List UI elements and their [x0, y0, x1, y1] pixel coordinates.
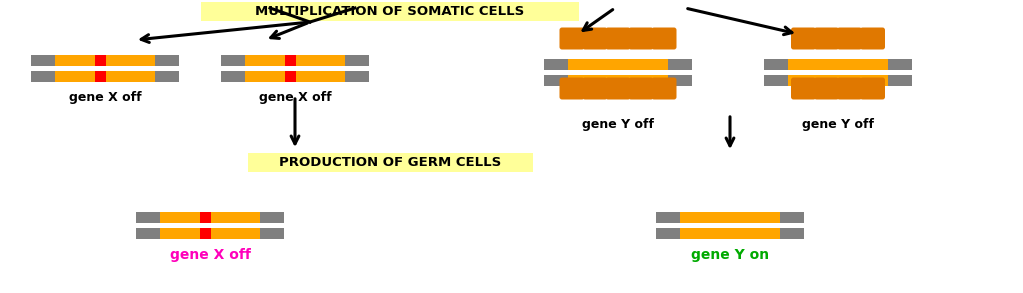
Text: gene X off: gene X off	[69, 91, 141, 104]
Bar	[680, 227, 780, 239]
Bar	[780, 212, 804, 222]
Bar	[136, 227, 161, 239]
Bar	[212, 212, 260, 222]
FancyBboxPatch shape	[582, 28, 608, 50]
FancyBboxPatch shape	[606, 28, 630, 50]
Bar	[31, 54, 55, 66]
Bar	[260, 227, 284, 239]
FancyBboxPatch shape	[791, 28, 816, 50]
Bar	[201, 212, 212, 222]
FancyBboxPatch shape	[814, 78, 839, 100]
Text: gene Y on: gene Y on	[691, 248, 769, 261]
Bar	[656, 227, 680, 239]
Bar	[106, 71, 154, 81]
FancyBboxPatch shape	[560, 78, 584, 100]
Bar	[260, 212, 284, 222]
Bar	[569, 59, 668, 69]
FancyBboxPatch shape	[582, 78, 608, 100]
Bar	[161, 212, 201, 222]
Bar	[55, 54, 95, 66]
Bar	[201, 227, 212, 239]
Bar	[764, 59, 789, 69]
Bar	[95, 71, 106, 81]
Bar	[780, 227, 804, 239]
FancyBboxPatch shape	[791, 78, 816, 100]
Bar	[221, 54, 246, 66]
Bar	[221, 71, 246, 81]
Text: gene X off: gene X off	[170, 248, 251, 261]
FancyBboxPatch shape	[628, 28, 654, 50]
Bar	[154, 71, 179, 81]
FancyBboxPatch shape	[837, 28, 862, 50]
Bar	[789, 59, 888, 69]
FancyBboxPatch shape	[560, 28, 584, 50]
Bar	[248, 153, 533, 172]
Bar	[656, 212, 680, 222]
Bar	[345, 71, 369, 81]
Bar	[285, 71, 297, 81]
Bar	[764, 74, 789, 86]
Text: gene X off: gene X off	[259, 91, 331, 104]
Bar	[285, 54, 297, 66]
FancyBboxPatch shape	[860, 28, 885, 50]
Bar	[544, 74, 569, 86]
Bar	[668, 74, 692, 86]
FancyBboxPatch shape	[606, 78, 630, 100]
Bar	[136, 212, 161, 222]
Bar	[789, 74, 888, 86]
FancyBboxPatch shape	[860, 78, 885, 100]
Text: gene Y off: gene Y off	[802, 118, 874, 131]
Bar	[680, 212, 780, 222]
FancyBboxPatch shape	[652, 28, 676, 50]
Bar	[345, 54, 369, 66]
Bar	[55, 71, 95, 81]
Bar	[154, 54, 179, 66]
Text: MULTIPLICATION OF SOMATIC CELLS: MULTIPLICATION OF SOMATIC CELLS	[256, 5, 525, 18]
FancyBboxPatch shape	[652, 78, 676, 100]
Text: PRODUCTION OF GERM CELLS: PRODUCTION OF GERM CELLS	[279, 156, 501, 169]
Bar	[569, 74, 668, 86]
Text: gene Y off: gene Y off	[582, 118, 654, 131]
Bar	[95, 54, 106, 66]
FancyBboxPatch shape	[837, 78, 862, 100]
Bar	[297, 54, 345, 66]
Bar	[544, 59, 569, 69]
Bar	[106, 54, 154, 66]
Bar	[888, 59, 911, 69]
Bar	[297, 71, 345, 81]
FancyBboxPatch shape	[814, 28, 839, 50]
Bar	[212, 227, 260, 239]
Bar	[201, 2, 579, 21]
Bar	[668, 59, 692, 69]
Bar	[161, 227, 201, 239]
Bar	[246, 54, 285, 66]
Bar	[888, 74, 911, 86]
FancyBboxPatch shape	[628, 78, 654, 100]
Bar	[31, 71, 55, 81]
Bar	[246, 71, 285, 81]
